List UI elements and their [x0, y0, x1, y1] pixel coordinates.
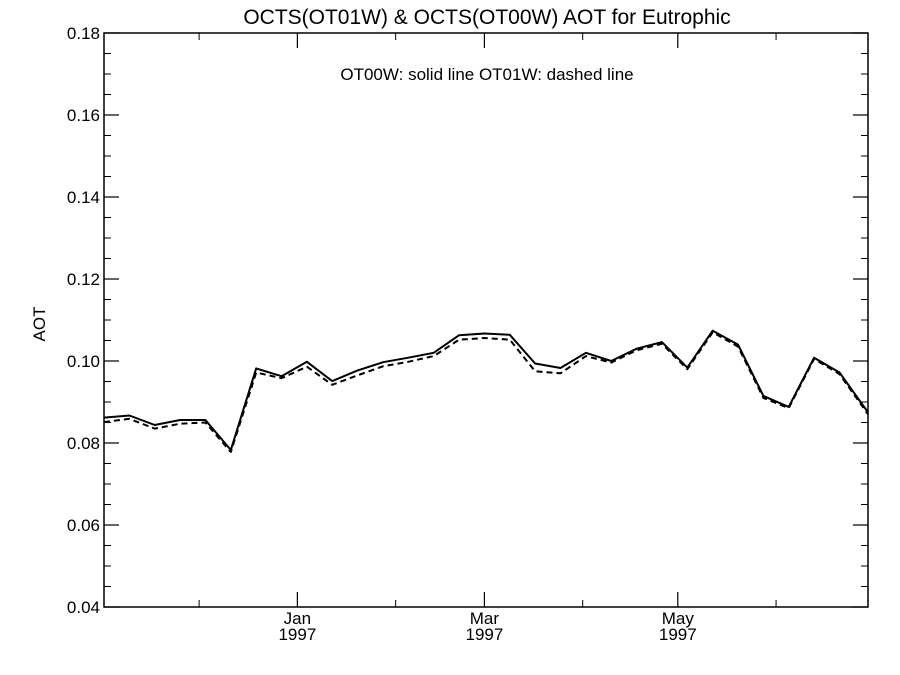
x-tick-year: 1997: [278, 625, 316, 644]
y-tick-label: 0.18: [67, 24, 100, 43]
y-tick-label: 0.14: [67, 188, 100, 207]
x-tick-month: Mar: [470, 609, 500, 628]
x-tick-year: 1997: [466, 625, 504, 644]
x-tick-month: May: [662, 609, 695, 628]
plot-frame: [103, 32, 869, 608]
y-axis: 0.04 0.06 0.08 0.10 0.12 0.14 0.16 0.18: [67, 24, 868, 617]
series-layer: [103, 329, 869, 453]
y-tick-label: 0.10: [67, 352, 100, 371]
y-tick-label: 0.16: [67, 106, 100, 125]
series-line-ot01w: [103, 331, 869, 453]
y-tick-label: 0.04: [67, 598, 100, 617]
line-style-legend: OT00W: solid line OT01W: dashed line: [340, 65, 633, 84]
y-axis-label: AOT: [30, 307, 49, 342]
chart-title: OCTS(OT01W) & OCTS(OT00W) AOT for Eutrop…: [243, 6, 730, 29]
y-tick-label: 0.08: [67, 434, 100, 453]
y-tick-label: 0.06: [67, 516, 100, 535]
x-tick-month: Jan: [284, 609, 311, 628]
series-line-ot00w: [103, 329, 869, 451]
x-tick-year: 1997: [659, 625, 697, 644]
y-tick-label: 0.12: [67, 270, 100, 289]
